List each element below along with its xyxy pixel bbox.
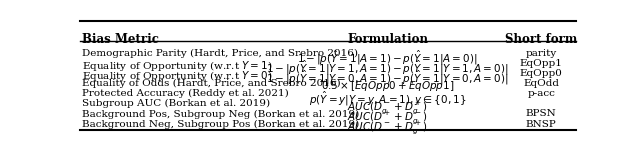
Text: $AUC(D^- + D_g^+)$: $AUC(D^- + D_g^+)$	[348, 119, 428, 136]
Text: Equality of Opportunity (w.r.t $Y=1$): Equality of Opportunity (w.r.t $Y=1$)	[83, 59, 273, 73]
Text: $1 - |p(\hat{Y}=1|Y=0, A=1) - p(\hat{Y}=1|Y=0, A=0)|$: $1 - |p(\hat{Y}=1|Y=0, A=1) - p(\hat{Y}=…	[266, 69, 509, 87]
Text: EqOpp1: EqOpp1	[520, 59, 563, 68]
Text: Subgroup AUC (Borkan et al. 2019): Subgroup AUC (Borkan et al. 2019)	[83, 99, 271, 108]
Text: EqOdd: EqOdd	[524, 79, 559, 88]
Text: EqOpp0: EqOpp0	[520, 69, 563, 78]
Text: $0.5 \times [EqOpp0 + EqOpp1]$: $0.5 \times [EqOpp0 + EqOpp1]$	[321, 79, 454, 93]
Text: Demographic Parity (Hardt, Price, and Srebro 2016): Demographic Parity (Hardt, Price, and Sr…	[83, 49, 358, 58]
Text: Bias Metric: Bias Metric	[83, 33, 159, 46]
Text: $AUC(D^+ + D_g^-)$: $AUC(D^+ + D_g^-)$	[348, 109, 428, 126]
Text: Equality of Opportunity (w.r.t $Y=0$): Equality of Opportunity (w.r.t $Y=0$)	[83, 69, 273, 83]
Text: $1 - |p(\hat{Y}=1|A=1) - p(\hat{Y}=1|A=0)|$: $1 - |p(\hat{Y}=1|A=1) - p(\hat{Y}=1|A=0…	[298, 49, 477, 67]
Text: Equality of Odds (Hardt, Price, and Srebro 2016): Equality of Odds (Hardt, Price, and Sreb…	[83, 79, 341, 88]
Text: BPSN: BPSN	[526, 109, 557, 118]
Text: p-acc: p-acc	[527, 89, 556, 98]
Text: Background Pos, Subgroup Neg (Borkan et al. 2019): Background Pos, Subgroup Neg (Borkan et …	[83, 109, 360, 119]
Text: BNSP: BNSP	[526, 119, 557, 129]
Text: Formulation: Formulation	[347, 33, 428, 46]
Text: parity: parity	[525, 49, 557, 58]
Text: $1 - |p(\hat{Y}=1|Y=1, A=1) - p(\hat{Y}=1|Y=1, A=0)|$: $1 - |p(\hat{Y}=1|Y=1, A=1) - p(\hat{Y}=…	[266, 59, 509, 77]
Text: Background Neg, Subgroup Pos (Borkan et al. 2019): Background Neg, Subgroup Pos (Borkan et …	[83, 119, 360, 129]
Text: Protected Accuracy (Reddy et al. 2021): Protected Accuracy (Reddy et al. 2021)	[83, 89, 289, 98]
Text: Short form: Short form	[505, 33, 577, 46]
Text: $p(\hat{Y}=y|Y=y, A=1), y \in \{0,1\}$: $p(\hat{Y}=y|Y=y, A=1), y \in \{0,1\}$	[309, 89, 466, 108]
Text: $AUC(D_g^- + D_g^+)$: $AUC(D_g^- + D_g^+)$	[348, 99, 428, 116]
